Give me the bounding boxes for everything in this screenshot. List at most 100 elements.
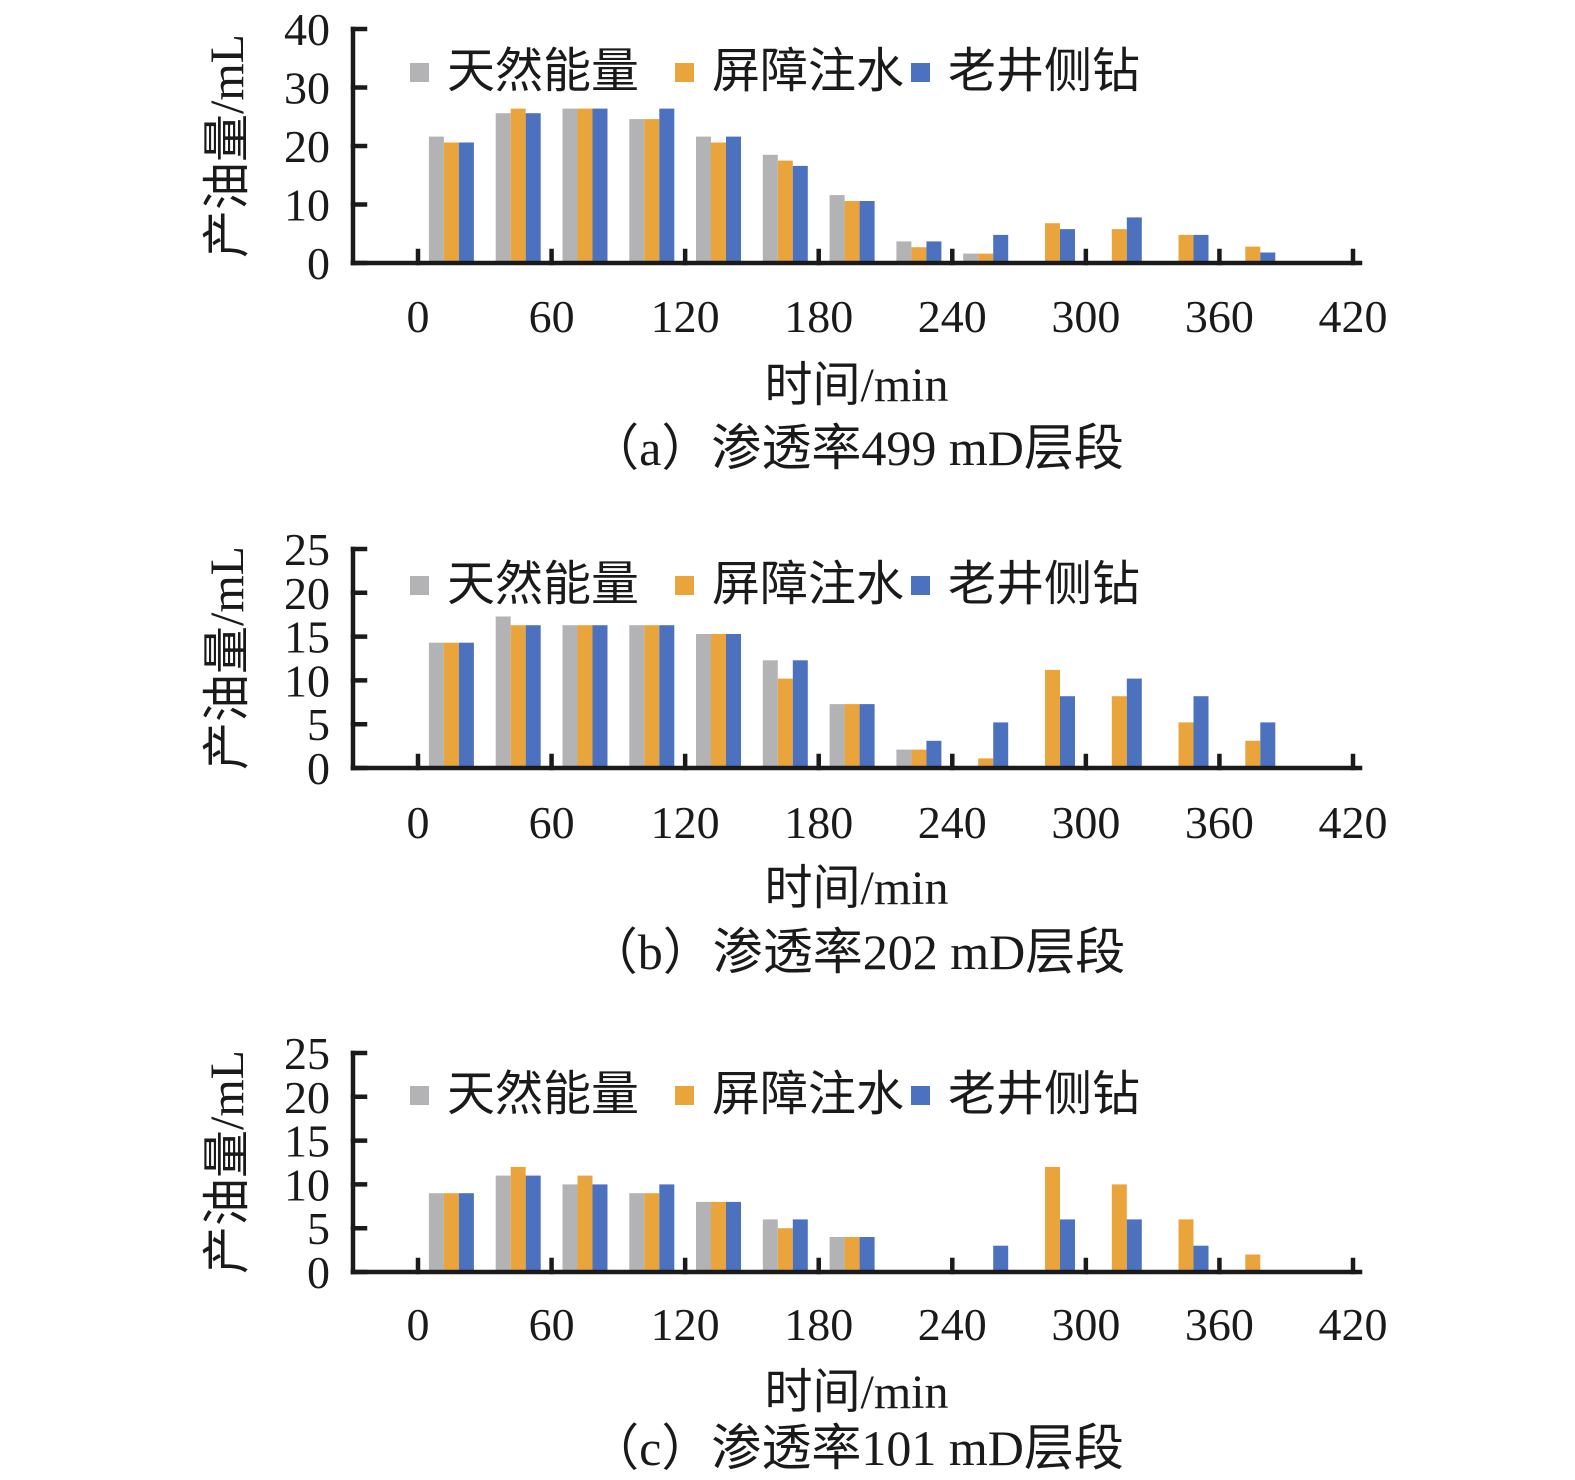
bars-group [428,616,1276,768]
bar [777,1228,793,1272]
panel-c-caption: （c）渗透率101 mD层段 [589,1420,1124,1476]
bar [562,108,578,263]
x-tick-label: 120 [651,1299,720,1350]
bar [495,113,511,263]
bar [495,1175,511,1272]
series-0 [428,108,979,263]
chart-panel-a: 0 60 120 180 240 300 360 420 0 10 20 30 40 产油量/mL 天然… [0,0,1575,490]
x-tick-label: 180 [784,291,853,342]
bar [629,1193,645,1272]
bar [629,625,645,768]
bar [428,1193,444,1272]
legend-swatch-natural-energy [410,62,429,82]
axes-group [350,546,1363,771]
x-axis-title: 时间/min [764,862,949,915]
bar [792,1219,808,1272]
x-tick-label: 240 [918,291,987,342]
bar [911,247,927,263]
bar [659,108,675,263]
x-tick-label: 0 [407,1299,430,1350]
x-tick-label: 180 [784,1299,853,1350]
bar [629,119,645,263]
x-tick-label: 60 [529,797,575,848]
x-tick-label: 120 [651,797,720,848]
bar [896,749,912,768]
bar [829,195,845,263]
bar [510,1166,526,1272]
bar [525,625,541,768]
bar [562,625,578,768]
bar [644,119,660,263]
bar [1045,223,1060,263]
bar [659,625,675,768]
legend-label: 屏障注水 [712,1068,905,1121]
bar [1126,217,1142,263]
bar [1126,678,1142,768]
bar [443,642,459,768]
bar [963,253,979,263]
y-tick-label: 0 [307,238,330,289]
x-tick-label: 180 [784,797,853,848]
bar [696,634,711,768]
panel-a-caption: （a）渗透率499 mD层段 [589,420,1124,476]
bar [777,160,793,263]
legend-label: 天然能量 [447,1068,640,1121]
legend-label: 老井侧钻 [948,45,1141,98]
bar [525,1175,541,1272]
bar [726,136,741,263]
y-tick-label: 0 [307,743,330,794]
bar [777,678,793,768]
bar [443,1193,459,1272]
x-tick-label: 120 [651,291,720,342]
y-axis-title: 产油量/mL [201,1050,254,1274]
legend-item-sidetrack-well: 老井侧钻 [911,1068,1140,1122]
panel-b-caption: （b）渗透率202 mD层段 [587,924,1126,980]
chart-panel-b: 0 60 120 180 240 300 360 420 0 5 10 15 20 25 产油量/mL 天… [0,490,1575,1000]
x-tick-label: 240 [918,797,987,848]
x-tick-label: 60 [529,1299,575,1350]
x-tick-label: 0 [407,291,430,342]
bar [792,660,808,768]
bar [859,704,875,768]
legend-swatch-natural-energy [410,575,429,595]
bar [711,634,726,768]
bar [844,704,860,768]
series-2 [458,108,1276,263]
bar [458,142,474,263]
bar [577,625,593,768]
x-tick-label: 360 [1185,291,1254,342]
y-tick-label: 5 [307,699,330,750]
bar [978,253,994,263]
series-1 [443,108,1261,263]
legend-swatch-natural-energy [410,1085,429,1105]
bar [696,1201,711,1272]
x-tick-label: 360 [1185,797,1254,848]
bar [1060,696,1075,768]
bar [659,1184,675,1272]
bar [1193,696,1209,768]
bar [1178,234,1194,263]
bar [792,165,808,263]
legend-swatch-sidetrack-well [911,62,930,82]
bar [711,142,726,263]
bar [1111,229,1127,263]
bars-group [428,108,1276,263]
legend-item-barrier-injection: 屏障注水 [675,1068,904,1122]
bar [592,625,608,768]
legend-label: 屏障注水 [712,45,905,98]
bar [510,108,526,263]
legend-swatch-barrier-injection [675,575,694,595]
y-tick-label: 20 [284,121,330,172]
bar [978,758,994,768]
legend-item-barrier-injection: 屏障注水 [675,45,904,99]
bar [428,136,444,263]
legend-label: 老井侧钻 [948,558,1141,611]
x-tick-label: 420 [1319,291,1388,342]
bar [1245,1254,1261,1272]
bar [1178,722,1194,768]
axes-group [350,26,1363,266]
bar [1111,696,1127,768]
bar [1111,1184,1127,1272]
